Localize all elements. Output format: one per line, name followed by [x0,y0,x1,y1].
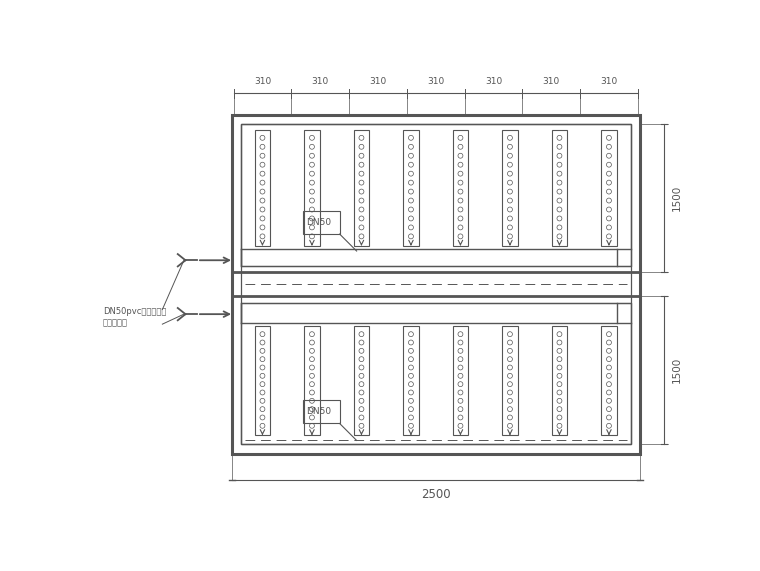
Text: 2500: 2500 [421,488,451,501]
Bar [502,130,518,246]
Text: 310: 310 [254,77,271,86]
Bar [255,130,270,246]
Text: DN50pvc污泥回流管: DN50pvc污泥回流管 [103,307,166,316]
Bar [241,303,631,444]
Bar [502,327,518,435]
Bar [302,400,340,424]
Bar [404,327,419,435]
Bar [304,130,320,246]
Text: 1500: 1500 [672,357,682,384]
Bar [453,327,468,435]
Bar [453,130,468,246]
Bar [302,211,340,234]
Bar [241,124,631,444]
Text: 接至调节池: 接至调节池 [103,318,128,327]
Text: 1500: 1500 [672,185,682,211]
Text: 310: 310 [600,77,618,86]
Bar [304,327,320,435]
Bar [552,130,567,246]
Bar [404,130,419,246]
Bar [601,327,616,435]
Text: 310: 310 [427,77,445,86]
Bar [353,327,369,435]
Text: 310: 310 [543,77,560,86]
Text: 310: 310 [485,77,502,86]
Text: DN50: DN50 [306,218,331,227]
Bar [353,130,369,246]
Text: DN50: DN50 [306,408,331,416]
Bar [255,327,270,435]
Bar [601,130,616,246]
Text: 310: 310 [369,77,387,86]
Bar [552,327,567,435]
Bar [232,115,640,453]
Bar [241,124,631,266]
Text: 310: 310 [312,77,329,86]
